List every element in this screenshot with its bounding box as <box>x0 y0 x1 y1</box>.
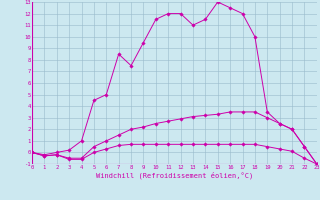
X-axis label: Windchill (Refroidissement éolien,°C): Windchill (Refroidissement éolien,°C) <box>96 172 253 179</box>
